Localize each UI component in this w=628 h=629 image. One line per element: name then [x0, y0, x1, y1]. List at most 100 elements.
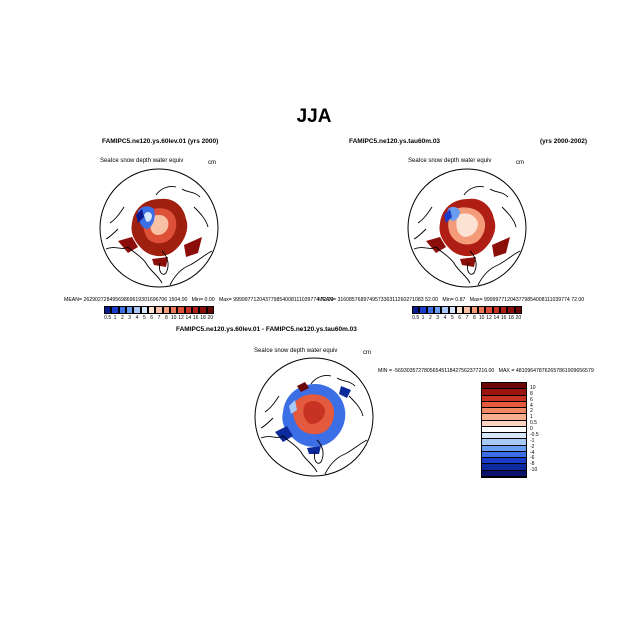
panel-1-colorbar-swatch [177, 306, 185, 314]
panel-2-colorbar-swatch [470, 306, 478, 314]
panel-diff-colorbar-swatch [482, 389, 526, 396]
panel-diff-colorbar-swatch [482, 464, 526, 471]
panel-1-colorbar-swatch [199, 306, 207, 314]
panel-1-colorbar-swatch [111, 306, 119, 314]
panel-1-variable-label: SeaIce snow depth water equiv [100, 158, 184, 164]
panel-2-colorbar-tick-label: 14 [493, 315, 500, 321]
panel-diff-variable-label: SeaIce snow depth water equiv [254, 348, 338, 354]
panel-2-units: cm [516, 160, 524, 166]
figure-title: JJA [296, 106, 332, 127]
panel-1-colorbar-tick-label: 12 [178, 315, 184, 321]
panel-1-colorbar-swatch [148, 306, 156, 314]
panel-1-colorbar-tick-label: 4 [135, 315, 139, 321]
panel-2-colorbar-swatch [463, 306, 471, 314]
panel-diff-colorbar-tick-label: 0.5 [530, 420, 537, 427]
panel-2-colorbar-swatch [456, 306, 464, 314]
panel-1-colorbar-tick-label: 0.5 [104, 315, 112, 321]
panel-diff-colorbar-tick-label: 8 [530, 390, 533, 397]
panel-2-colorbar-tick-label: 2 [428, 315, 432, 321]
panel-diff-colorbar [481, 382, 527, 478]
panel-1-colorbar-swatch [133, 306, 141, 314]
panel-2-colorbar-tick-label: 12 [486, 315, 492, 321]
panel-2-colorbar-swatch [478, 306, 486, 314]
panel-1-colorbar [104, 306, 214, 314]
panel-diff-colorbar-tick-label: -2 [530, 443, 535, 450]
panel-2-stats: MEAN= 316085768974957336311260271083 52.… [318, 297, 585, 303]
panel-1-colorbar-tick-label: 7 [157, 315, 161, 321]
panel-diff-polar-map [254, 357, 374, 477]
panel-diff-colorbar-tick-label: 2 [530, 408, 533, 415]
panel-diff-colorbar-tick-label: 0 [530, 426, 533, 432]
panel-diff-ice-darkred [303, 401, 325, 424]
panel-diff-colorbar-tick-label: 10 [530, 384, 536, 391]
panel-2-colorbar-tick-label: 10 [478, 315, 485, 321]
panel-1-ice-navy [136, 209, 144, 223]
panel-1-colorbar-tick-label: 2 [120, 315, 124, 321]
panel-1-polar-map [99, 168, 219, 288]
panel-2-ice-center [456, 213, 478, 237]
panel-2-colorbar-tick-label: 18 [508, 315, 514, 321]
panel-1-colorbar-tick-label: 16 [192, 315, 199, 321]
panel-2-colorbar-swatch [434, 306, 442, 314]
panel-1-colorbar-swatch [155, 306, 163, 314]
panel-diff-colorbar-swatch [482, 401, 526, 409]
panel-2-colorbar-swatch [485, 306, 493, 314]
panel-2-colorbar-swatch [426, 306, 434, 314]
panel-1-colorbar-tick-label: 5 [142, 315, 146, 321]
panel-2-colorbar-tick-label: 1 [421, 315, 425, 321]
panel-2-case-label: FAMIPC5.ne120.ys.tau60m.03 [349, 138, 441, 145]
panel-1-colorbar-tick-label: 18 [200, 315, 206, 321]
panel-1-colorbar-swatch [126, 306, 134, 314]
panel-1-ice-center [150, 214, 169, 235]
panel-2-colorbar-tick-label: 3 [436, 315, 440, 321]
panel-1-colorbar-tick-label: 8 [164, 315, 168, 321]
panel-diff-colorbar-swatch [482, 383, 526, 390]
panel-1-colorbar-tick-label: 10 [170, 315, 177, 321]
panel-2-polar-map [407, 168, 527, 288]
panel-2-colorbar-tick-label: 5 [450, 315, 454, 321]
panel-2-colorbar-swatch [448, 306, 456, 314]
panel-1-colorbar-swatch [140, 306, 148, 314]
panel-diff-ice-light [289, 400, 297, 414]
panel-diff-colorbar-swatch [482, 414, 526, 421]
panel-1-ice-rim [118, 237, 202, 267]
panel-1-case-label: FAMIPC5.ne120.ys.60lev.01 (yrs 2000) [102, 138, 219, 145]
panel-1-ice-blue-inner [144, 212, 152, 222]
panel-1-colorbar-tick-label: 3 [128, 315, 132, 321]
panel-diff-units: cm [363, 350, 371, 356]
panel-diff-colorbar-tick-label: -4 [530, 449, 535, 456]
panel-diff-colorbar-swatch [482, 451, 526, 459]
panel-diff-ice-rim [297, 382, 309, 392]
panel-1-colorbar-swatch [192, 306, 200, 314]
panel-1-colorbar-tick-label: 14 [185, 315, 192, 321]
panel-2-ice-navy [444, 209, 452, 223]
panel-1-colorbar-swatch [206, 306, 214, 314]
panel-1-colorbar-tick-label: 1 [113, 315, 117, 321]
panel-1-stats: MEAN= 26290272849569869619301696706 1504… [64, 297, 334, 303]
panel-diff-colorbar-ticks: 10 8 6 4 2 1 0.5 0 -0.5 -1 -2 -4 -6 -8 -10 [530, 382, 570, 478]
panel-2-colorbar [412, 306, 522, 314]
panel-diff-colorbar-swatch [482, 433, 526, 440]
panel-diff-colorbar-tick-label: 4 [530, 402, 533, 409]
panel-1-units: cm [208, 160, 216, 166]
panel-2-variable-label: SeaIce snow depth water equiv [408, 158, 492, 164]
panel-1-colorbar-swatch [184, 306, 192, 314]
panel-diff-colorbar-swatch [482, 420, 526, 427]
panel-2-colorbar-swatch [500, 306, 508, 314]
panel-diff-colorbar-tick-label: -8 [530, 461, 535, 468]
panel-2-colorbar-swatch [514, 306, 522, 314]
panel-diff-stats: MIN = -56930357278056545118427562377216.… [378, 368, 594, 374]
panel-1-colorbar-swatch [170, 306, 178, 314]
panel-diff-colorbar-tick-label: -0.5 [530, 431, 539, 438]
panel-diff-colorbar-tick-label: -1 [530, 437, 535, 444]
panel-2-colorbar-tick-label: 4 [443, 315, 447, 321]
panel-2-colorbar-tick-label: 7 [465, 315, 469, 321]
panel-2-years-label: (yrs 2000-2002) [540, 138, 587, 145]
panel-diff-colorbar-swatch [482, 426, 526, 434]
panel-diff-colorbar-swatch [482, 458, 526, 465]
panel-2-colorbar-tick-label: 8 [472, 315, 476, 321]
panel-diff-colorbar-swatch [482, 470, 526, 477]
panel-diff-ice-navy-patches [275, 386, 351, 454]
panel-2-colorbar-tick-label: 0.5 [412, 315, 420, 321]
panel-diff-case-label: FAMIPC5.ne120.ys.60lev.01 - FAMIPC5.ne12… [176, 326, 357, 333]
